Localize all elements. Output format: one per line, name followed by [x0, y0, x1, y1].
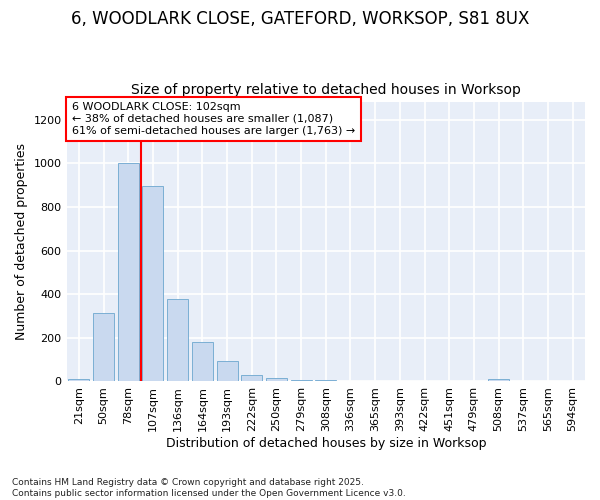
Text: 6 WOODLARK CLOSE: 102sqm
← 38% of detached houses are smaller (1,087)
61% of sem: 6 WOODLARK CLOSE: 102sqm ← 38% of detach… [72, 102, 355, 136]
Bar [142, 186, 163, 382]
Bar [340, 381, 361, 382]
X-axis label: Distribution of detached houses by size in Worksop: Distribution of detached houses by size … [166, 437, 486, 450]
Bar [266, 378, 287, 382]
Bar [217, 360, 238, 382]
Bar [93, 313, 114, 382]
Bar [290, 380, 311, 382]
Bar [167, 298, 188, 382]
Bar [118, 164, 139, 382]
Text: Contains HM Land Registry data © Crown copyright and database right 2025.
Contai: Contains HM Land Registry data © Crown c… [12, 478, 406, 498]
Bar [68, 380, 89, 382]
Title: Size of property relative to detached houses in Worksop: Size of property relative to detached ho… [131, 83, 521, 97]
Bar [192, 342, 213, 382]
Bar [488, 380, 509, 382]
Bar [315, 380, 336, 382]
Y-axis label: Number of detached properties: Number of detached properties [15, 144, 28, 340]
Text: 6, WOODLARK CLOSE, GATEFORD, WORKSOP, S81 8UX: 6, WOODLARK CLOSE, GATEFORD, WORKSOP, S8… [71, 10, 529, 28]
Bar [241, 376, 262, 382]
